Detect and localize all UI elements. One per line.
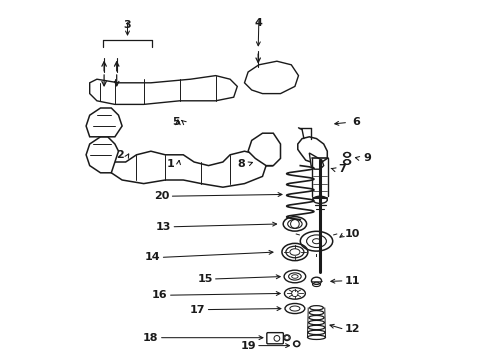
Text: 5: 5	[172, 117, 180, 127]
Text: 17: 17	[189, 305, 205, 315]
Text: 15: 15	[197, 274, 212, 284]
Text: 6: 6	[351, 117, 359, 127]
Polygon shape	[309, 153, 323, 169]
Text: 12: 12	[344, 324, 360, 334]
Text: 14: 14	[144, 252, 160, 262]
Text: 13: 13	[156, 222, 171, 232]
Polygon shape	[86, 108, 122, 137]
Polygon shape	[89, 76, 237, 104]
Polygon shape	[247, 133, 280, 166]
Text: 4: 4	[254, 18, 263, 28]
Text: 11: 11	[344, 276, 360, 286]
Text: 10: 10	[344, 229, 360, 239]
Text: 8: 8	[237, 159, 244, 169]
Polygon shape	[86, 137, 118, 173]
Polygon shape	[244, 61, 298, 94]
Text: 18: 18	[143, 333, 158, 343]
Polygon shape	[107, 151, 265, 187]
Text: 20: 20	[154, 191, 169, 201]
Text: 1: 1	[166, 159, 174, 169]
Text: 16: 16	[152, 290, 167, 300]
Text: 9: 9	[362, 153, 370, 163]
Polygon shape	[297, 137, 326, 163]
Text: 7: 7	[337, 164, 345, 174]
Text: 2: 2	[116, 150, 124, 160]
Text: 19: 19	[240, 341, 255, 351]
Text: 3: 3	[123, 20, 131, 30]
